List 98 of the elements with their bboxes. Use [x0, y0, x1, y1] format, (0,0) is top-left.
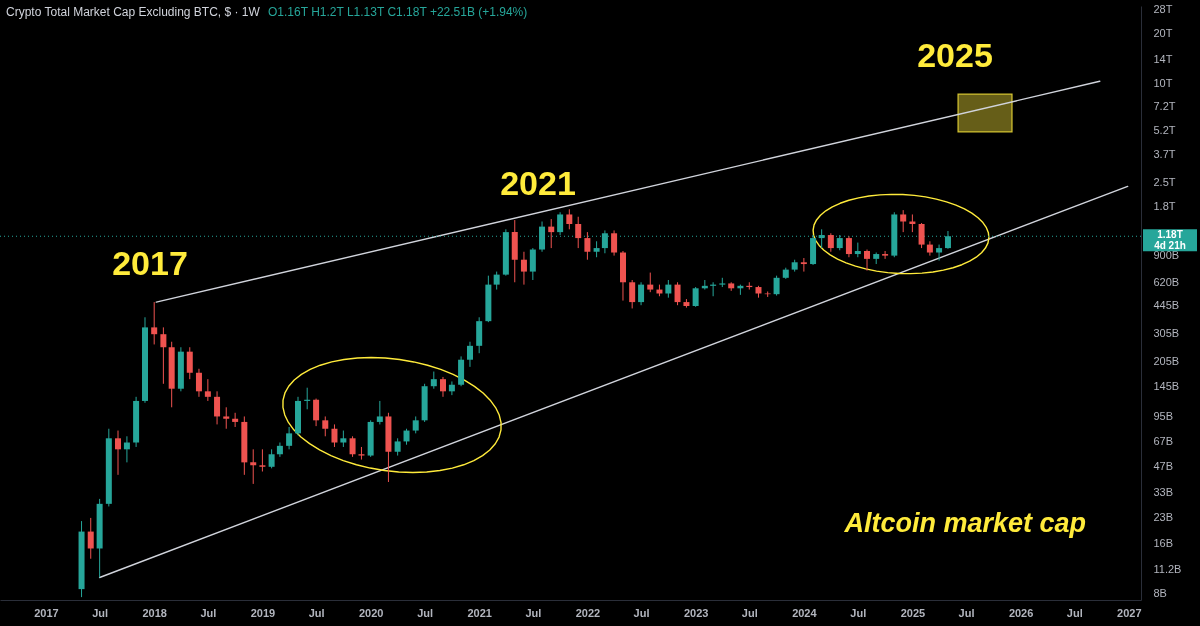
x-tick-label: 2026	[1008, 606, 1034, 619]
candlestick	[286, 426, 293, 450]
x-tick-label: 2023	[683, 606, 709, 619]
y-tick-label: 620B	[1153, 275, 1180, 288]
chart-title: Crypto Total Market Cap Excluding BTC, $ · 1W	[6, 5, 261, 19]
x-tick-label: Jul	[308, 606, 325, 619]
y-tick-label: 5.2T	[1153, 123, 1176, 136]
y-tick-label: 145B	[1153, 379, 1180, 392]
candlestick	[250, 448, 257, 485]
candlestick	[764, 291, 771, 298]
y-tick-label: 95B	[1153, 409, 1174, 422]
candlestick	[331, 423, 338, 448]
candlestick	[864, 249, 871, 272]
y-tick-label: 445B	[1153, 299, 1180, 312]
candlestick	[900, 209, 907, 233]
candlestick	[223, 406, 230, 430]
x-tick-label: 2027	[1117, 606, 1142, 619]
candlestick	[548, 218, 555, 249]
candlestick	[259, 448, 266, 473]
y-tick-label: 47B	[1153, 460, 1174, 473]
y-tick-label: 16B	[1153, 537, 1174, 550]
candlestick	[466, 341, 473, 368]
candlestick	[376, 400, 383, 425]
y-tick-label: 14T	[1153, 52, 1173, 65]
candlestick	[611, 229, 618, 257]
x-tick-label: Jul	[850, 606, 867, 619]
candlestick	[160, 326, 167, 385]
y-tick-label: 20T	[1153, 27, 1173, 40]
candlestick	[529, 247, 536, 281]
candlestick	[322, 415, 329, 437]
x-tick-label: 2017	[34, 606, 59, 619]
candlestick	[647, 272, 654, 293]
candlestick	[232, 412, 239, 428]
y-tick-label: 28T	[1153, 3, 1173, 16]
y-tick-label: 305B	[1153, 326, 1180, 339]
candlestick	[926, 240, 933, 257]
x-tick-label: Jul	[633, 606, 650, 619]
y-tick-label: 23B	[1153, 511, 1174, 524]
candlestick	[151, 301, 158, 345]
y-tick-label: 33B	[1153, 485, 1174, 498]
candlestick	[313, 398, 320, 427]
y-tick-label: 1.8T	[1153, 199, 1176, 212]
candlestick	[87, 517, 94, 560]
annotation: Altcoin market cap	[843, 508, 1086, 538]
candlestick	[773, 275, 780, 297]
annotation: 2021	[500, 164, 576, 202]
candlestick	[692, 286, 699, 308]
y-tick-label: 67B	[1153, 434, 1174, 447]
ref-line-label: 1.18T 4d 21h	[1154, 229, 1186, 252]
candlestick	[214, 390, 221, 425]
x-tick-label: 2025	[900, 606, 926, 619]
x-tick-label: 2021	[467, 606, 492, 619]
candlestick	[440, 376, 446, 398]
x-tick-label: Jul	[1066, 606, 1083, 619]
candlestick	[349, 435, 356, 458]
y-tick-label: 8B	[1153, 586, 1167, 599]
x-tick-label: 2019	[250, 606, 276, 619]
y-tick-label: 7.2T	[1153, 100, 1176, 113]
x-tick-label: 2022	[575, 606, 601, 619]
y-tick-label: 2.5T	[1153, 176, 1176, 189]
x-tick-label: Jul	[417, 606, 434, 619]
candlestick	[566, 208, 573, 230]
x-tick-label: Jul	[958, 606, 975, 619]
candlestick	[448, 380, 455, 396]
x-tick-label: Jul	[741, 606, 758, 619]
y-tick-label: 205B	[1153, 354, 1180, 367]
candlestick	[638, 281, 645, 306]
x-tick-label: 2018	[142, 606, 167, 619]
candlestick	[520, 251, 527, 286]
candlestick	[918, 222, 925, 249]
candlestick	[882, 250, 889, 260]
x-tick-label: Jul	[200, 606, 217, 619]
annotation: 2017	[112, 244, 188, 282]
y-tick-label: 10T	[1153, 76, 1173, 89]
candlestick	[845, 235, 852, 258]
annotation: 2025	[917, 36, 993, 74]
candlestick	[629, 279, 636, 309]
candlestick	[674, 281, 681, 306]
candlestick	[204, 378, 211, 402]
candlestick	[584, 231, 591, 261]
y-tick-label: 900B	[1153, 249, 1180, 262]
chart-subtitle: O1.16T H1.2T L1.13T C1.18T +22.51B (+1.94%)	[268, 5, 528, 19]
x-tick-label: Jul	[525, 606, 542, 619]
candlestick	[195, 368, 202, 398]
candlestick	[818, 228, 825, 249]
candlestick	[936, 244, 943, 262]
candlestick	[186, 346, 193, 380]
candlestick	[268, 448, 275, 469]
candlestick	[575, 216, 582, 249]
x-tick-label: 2024	[792, 606, 818, 619]
y-tick-label: 3.7T	[1153, 148, 1176, 160]
candlestick	[827, 232, 834, 253]
candlestick	[800, 257, 807, 273]
candlestick	[115, 430, 122, 476]
x-tick-label: 2020	[358, 606, 384, 619]
y-tick-label: 11.2B	[1153, 562, 1182, 575]
candlestick	[539, 221, 546, 253]
x-tick-label: Jul	[92, 606, 109, 619]
